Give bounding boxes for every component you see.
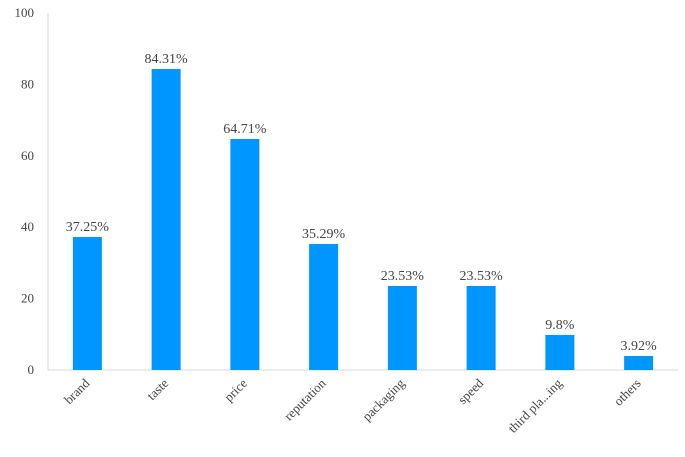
x-tick-label: others <box>611 376 644 409</box>
x-axis-labels: brand taste price reputation packaging speed t… <box>61 375 644 435</box>
bar-price <box>230 138 260 370</box>
bar-taste <box>151 69 181 370</box>
data-label: 35.29% <box>302 227 346 242</box>
x-tick-label: price <box>221 375 250 404</box>
data-label: 64.71% <box>223 122 267 137</box>
bar-third-pla-ing <box>545 335 575 370</box>
data-label: 37.25% <box>66 220 110 235</box>
data-label: 3.92% <box>621 339 658 354</box>
bars <box>72 69 654 370</box>
x-tick-label: reputation <box>281 375 329 423</box>
bar-reputation <box>309 244 339 370</box>
x-tick-label: speed <box>455 375 487 407</box>
data-label: 84.31% <box>145 52 189 67</box>
data-label: 23.53% <box>460 269 504 284</box>
y-tick-label: 20 <box>21 291 34 306</box>
data-label: 9.8% <box>545 318 575 333</box>
x-tick-label: taste <box>144 375 172 403</box>
bar-packaging <box>387 285 417 370</box>
x-tick-label: brand <box>61 375 93 407</box>
y-tick-label: 80 <box>21 76 34 91</box>
bar-others <box>624 356 654 370</box>
data-labels: 37.25% 84.31% 64.71% 35.29% 23.53% 23.53% 9.8%… <box>66 52 657 354</box>
x-tick-label: third pla...ing <box>505 375 565 435</box>
y-tick-label: 60 <box>21 148 34 163</box>
y-tick-label: 100 <box>15 5 35 20</box>
bar-brand <box>72 237 102 370</box>
bar-speed <box>466 285 496 370</box>
data-label: 23.53% <box>381 269 425 284</box>
x-tick-label: packaging <box>359 375 408 424</box>
y-tick-label: 40 <box>21 219 34 234</box>
y-tick-label: 0 <box>28 362 35 377</box>
y-axis-ticks: 0 20 40 60 80 100 <box>15 5 35 377</box>
